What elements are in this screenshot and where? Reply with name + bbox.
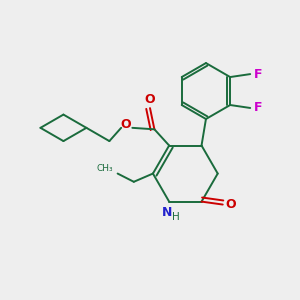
Text: O: O bbox=[145, 93, 155, 106]
Text: CH₃: CH₃ bbox=[97, 164, 113, 173]
Text: O: O bbox=[121, 118, 131, 131]
Text: H: H bbox=[172, 212, 179, 222]
Text: F: F bbox=[254, 101, 263, 115]
Text: O: O bbox=[226, 198, 236, 211]
Text: N: N bbox=[162, 206, 172, 219]
Text: F: F bbox=[254, 68, 263, 81]
